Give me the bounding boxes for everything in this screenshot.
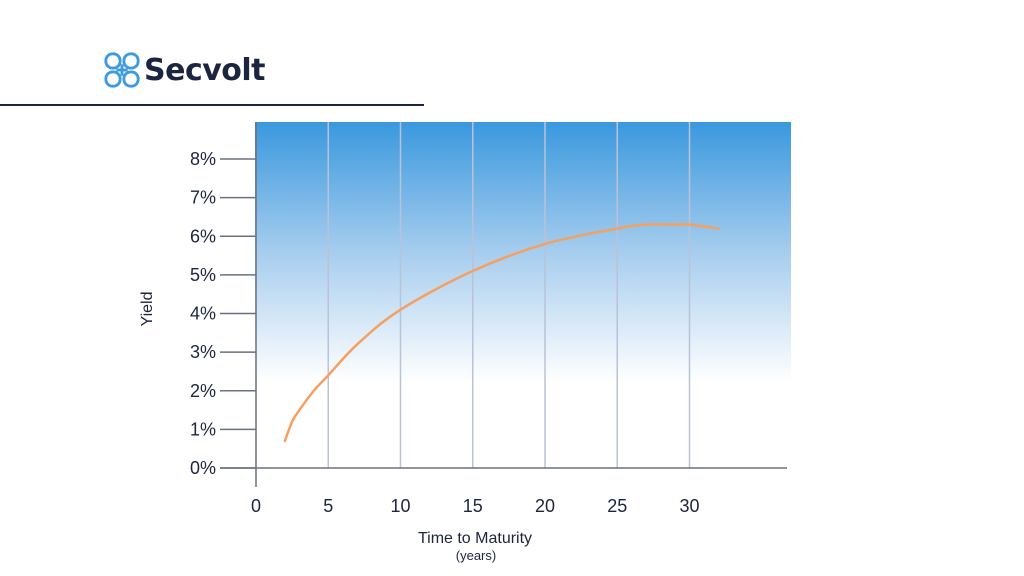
x-tick-label: 25 [607,496,627,516]
y-tick-label: 3% [190,342,216,362]
y-tick-label: 1% [190,419,216,439]
quatrefoil-knot-icon [104,52,140,88]
x-tick-label: 10 [390,496,410,516]
y-tick-label: 6% [190,226,216,246]
header-divider [0,104,424,106]
axes [220,122,787,487]
series-line-0 [283,223,720,443]
y-tick-label: 0% [190,458,216,478]
grid-lines [327,122,691,468]
x-tick-label: 20 [535,496,555,516]
brand-name: Secvolt [144,52,266,88]
x-axis-subtitle: (years) [456,548,496,563]
x-ticks: 0 5 10 15 20 25 30 [251,496,700,516]
y-tick-label: 4% [190,304,216,324]
y-tick-label: 2% [190,381,216,401]
brand-logo: Secvolt [103,50,266,90]
x-axis-title: Time to Maturity [418,530,532,547]
y-tick-label: 5% [190,265,216,285]
y-ticks: 0% 1% 2% 3% 4% 5% 6% 7% 8% [190,149,256,478]
series-group [283,223,720,443]
y-tick-label: 8% [190,149,216,169]
x-tick-label: 5 [323,496,333,516]
y-tick-label: 7% [190,188,216,208]
x-tick-label: 30 [679,496,699,516]
y-axis-title: Yield [139,292,156,327]
x-tick-label: 0 [251,496,261,516]
x-tick-label: 15 [463,496,483,516]
